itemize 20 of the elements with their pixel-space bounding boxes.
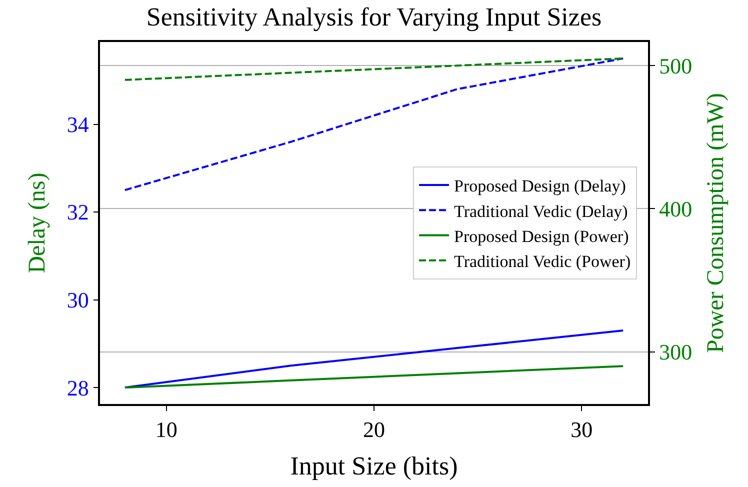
line-series xyxy=(124,365,624,389)
y-axis-title: Delay (ns) xyxy=(24,172,50,274)
y2-tick-label: 300 xyxy=(659,339,692,364)
legend-label: Proposed Design (Power) xyxy=(454,226,629,246)
y-tick-label: 34 xyxy=(66,112,89,137)
x-tick-label: 20 xyxy=(363,417,385,442)
line-series xyxy=(124,57,624,81)
x-tick-label: 30 xyxy=(570,417,593,442)
y2-tick-label: 400 xyxy=(659,196,692,222)
legend-label: Traditional Vedic (Power) xyxy=(454,252,631,271)
y-tick-label: 30 xyxy=(66,287,89,312)
legend-label: Traditional Vedic (Delay) xyxy=(454,202,628,221)
y-tick-label: 32 xyxy=(66,200,89,225)
legend-label: Proposed Design (Delay) xyxy=(454,176,626,196)
chart-title: Sensitivity Analysis for Varying Input Sizes xyxy=(146,2,602,32)
y2-axis-title: Power Consumption (mW) xyxy=(702,93,729,353)
y-tick-label: 28 xyxy=(66,375,89,400)
x-tick-label: 10 xyxy=(155,417,178,442)
x-axis-title: Input Size (bits) xyxy=(290,451,458,480)
y2-tick-label: 500 xyxy=(659,53,692,78)
